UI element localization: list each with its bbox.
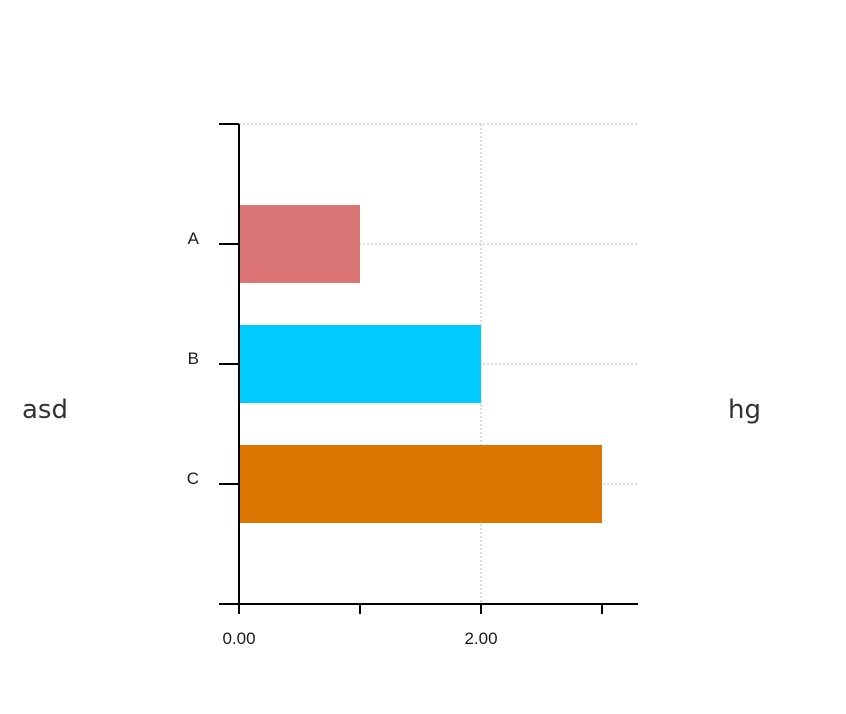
bar-c: [239, 445, 602, 523]
right-side-label: hg: [728, 395, 761, 425]
x-tick-label-2: 2.00: [464, 629, 497, 648]
bar-b: [239, 325, 481, 403]
left-side-label: asd: [22, 395, 68, 425]
bar-a: [239, 205, 360, 283]
y-tick-label-b: B: [188, 349, 199, 368]
x-tick-label-0: 0.00: [222, 629, 255, 648]
y-tick-label-c: C: [187, 469, 199, 488]
y-tick-label-a: A: [188, 229, 200, 248]
